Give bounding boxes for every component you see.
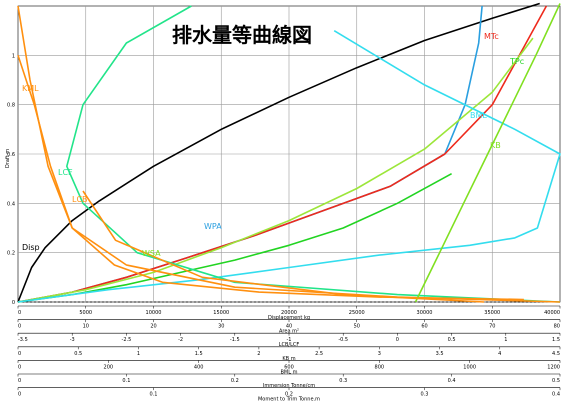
x-tick-label: -3 <box>70 337 75 343</box>
x-tick-label: 10 <box>83 324 89 330</box>
curve-label-disp: Disp <box>22 243 40 252</box>
x-tick-label: 1.5 <box>195 351 203 357</box>
x-tick-label: 0.4 <box>552 392 560 398</box>
series-line-mtc <box>17 37 534 303</box>
x-tick-label: 3 <box>378 351 381 357</box>
series-line-unlabeled-10 <box>82 190 485 303</box>
chart-title: 排水量等曲線図 <box>172 23 312 47</box>
x-tick-label: 20000 <box>281 310 297 316</box>
x-tick-label: 0 <box>18 378 21 384</box>
x-tick-label: 600 <box>284 364 294 370</box>
x-tick-label: 4 <box>498 351 501 357</box>
x-tick-label: 0.3 <box>421 392 429 398</box>
x-tick-label: 0.2 <box>231 378 239 384</box>
axes-layer: 00.20.40.60.810 5000 10000 15000 20000 25000 3… <box>7 53 561 402</box>
y-tick-label: 0.8 <box>7 103 15 109</box>
series-line-tpc <box>17 172 452 303</box>
x-axis-title: Moment to Trim Tonne.m <box>258 397 320 402</box>
curve-label-lcb: LCB <box>72 195 88 204</box>
x-tick-label: 200 <box>104 364 114 370</box>
x-tick-label: 0.3 <box>339 378 347 384</box>
curve-label-lcf: LCF <box>58 168 73 177</box>
curve-labels: KML LCF LCB Disp WPA WSA MTc TPc KB BML <box>22 32 524 258</box>
x-tick-label: 1 <box>504 337 507 343</box>
x-tick-label: 800 <box>375 364 385 370</box>
series-line-disp <box>17 2 540 303</box>
x-tick-label: 0.5 <box>448 337 456 343</box>
curve-label-kml: KML <box>22 84 39 93</box>
series-line-wsa <box>17 5 548 303</box>
x-tick-label: 400 <box>194 364 204 370</box>
curve-label-wpa: WPA <box>204 222 222 231</box>
x-tick-label: 0 <box>18 310 21 316</box>
x-tick-label: 40 <box>286 324 292 330</box>
x-tick-label: -2.5 <box>122 337 132 343</box>
x-tick-label: -0.5 <box>338 337 348 343</box>
series-line-kml <box>17 5 524 301</box>
x-axis-title: Immersion Tonne/cm <box>263 383 315 389</box>
curve-label-kb: KB <box>490 141 501 150</box>
x-tick-label: 1 <box>137 351 140 357</box>
series-layer <box>17 2 561 303</box>
grid <box>17 5 561 303</box>
x-tick-label: 3.5 <box>436 351 444 357</box>
x-tick-label: -1 <box>287 337 292 343</box>
x-tick-label: 4.5 <box>552 351 560 357</box>
x-tick-label: 0 <box>396 337 399 343</box>
x-tick-label: 0.1 <box>150 392 158 398</box>
y-tick-label: 0.6 <box>7 152 15 158</box>
series-line-bml <box>17 30 561 303</box>
x-tick-label: 15000 <box>213 310 229 316</box>
x-tick-label: 0 <box>18 392 21 398</box>
x-tick-label: 0 <box>18 364 21 370</box>
x-tick-label: 1200 <box>547 364 560 370</box>
x-tick-label: 0 <box>18 351 21 357</box>
x-tick-label: 0 <box>18 324 21 330</box>
x-tick-label: 25000 <box>349 310 365 316</box>
x-tick-label: 2 <box>257 351 260 357</box>
x-tick-label: 70 <box>489 324 495 330</box>
x-tick-label: 50 <box>354 324 360 330</box>
x-tick-label: -1.5 <box>230 337 240 343</box>
series-line-lcf <box>66 5 561 303</box>
x-tick-label: 1.5 <box>552 337 560 343</box>
series-line-kb <box>414 3 561 303</box>
x-axis-title: KB m <box>282 356 295 362</box>
x-tick-label: 30000 <box>417 310 433 316</box>
x-axis-title: Area m² <box>279 329 299 335</box>
x-tick-label: 5000 <box>79 310 92 316</box>
y-axis-label: Draft m <box>5 149 11 168</box>
x-tick-label: 0.5 <box>74 351 82 357</box>
x-tick-label: -3.5 <box>18 337 28 343</box>
y-tick-label: 0 <box>12 300 15 306</box>
x-axis-title: BML m <box>281 369 298 375</box>
x-tick-label: 0.2 <box>285 392 293 398</box>
x-tick-label: 35000 <box>484 310 500 316</box>
y-tick-label: 0.4 <box>7 201 15 207</box>
curve-label-mtc: MTc <box>484 32 499 41</box>
x-tick-label: 1000 <box>463 364 476 370</box>
x-axis-title: Displacement kg <box>268 315 310 321</box>
x-tick-label: -2 <box>178 337 183 343</box>
x-axis-title: LCB/LCF <box>279 342 300 348</box>
x-tick-label: 10000 <box>146 310 162 316</box>
x-tick-label: 30 <box>218 324 224 330</box>
x-tick-label: 80 <box>554 324 560 330</box>
curve-label-tpc: TPc <box>509 57 524 66</box>
y-tick-label: 1 <box>12 53 15 59</box>
x-tick-label: 40000 <box>544 310 560 316</box>
x-tick-label: 0.1 <box>122 378 130 384</box>
x-tick-label: 2.5 <box>315 351 323 357</box>
x-tick-label: 20 <box>150 324 156 330</box>
curve-label-bml: BML <box>470 111 487 120</box>
x-tick-label: 0.5 <box>552 378 560 384</box>
x-tick-label: 60 <box>421 324 427 330</box>
y-tick-label: 0.2 <box>7 251 15 257</box>
curve-label-wsa: WSA <box>142 249 161 258</box>
x-tick-label: 0.4 <box>448 378 456 384</box>
